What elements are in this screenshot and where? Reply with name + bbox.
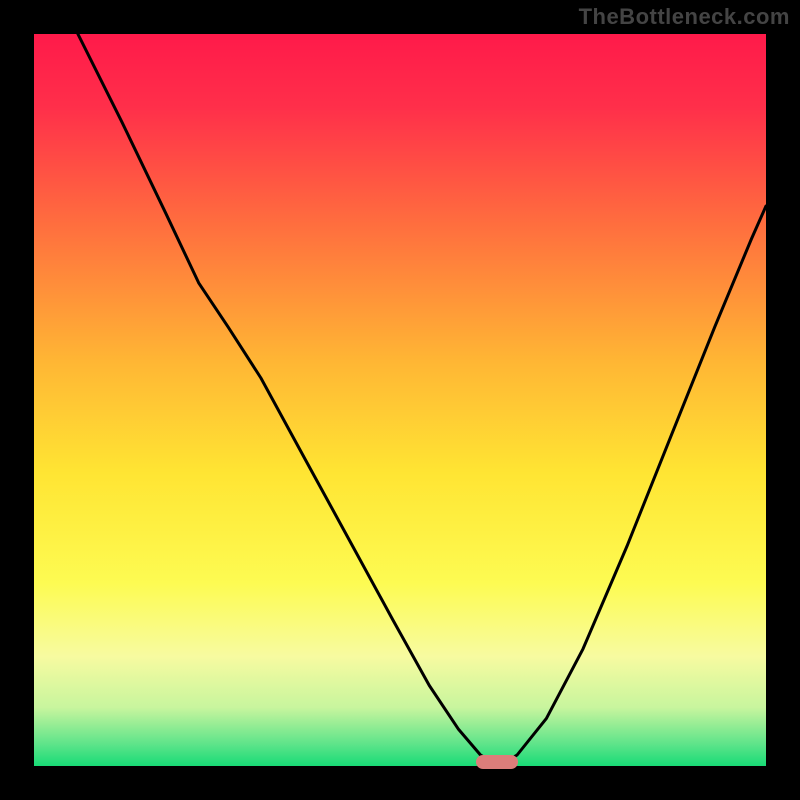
chart-root: { "watermark": { "text": "TheBottleneck.… bbox=[0, 0, 800, 800]
optimal-marker bbox=[476, 755, 518, 769]
curve-layer bbox=[34, 34, 766, 766]
bottleneck-curve bbox=[78, 34, 766, 766]
plot-area bbox=[34, 34, 766, 766]
watermark-text: TheBottleneck.com bbox=[579, 4, 790, 30]
